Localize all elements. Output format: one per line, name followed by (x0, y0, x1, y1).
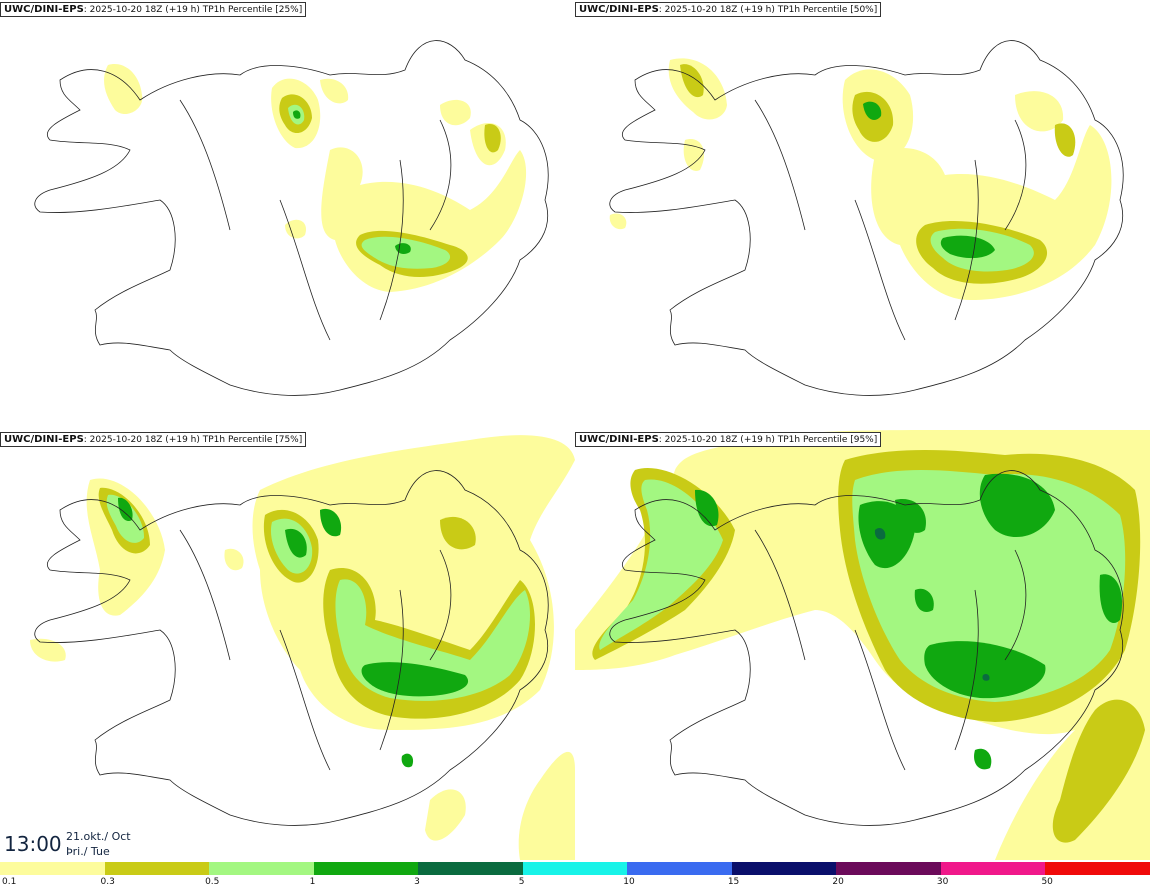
precip-area-light (320, 78, 349, 104)
legend-swatch (731, 862, 837, 875)
legend-swatch (104, 862, 210, 875)
map-canvas (575, 430, 1150, 860)
model-name: UWC/DINI-EPS (579, 434, 659, 445)
precip-area-light (609, 213, 627, 230)
model-name: UWC/DINI-EPS (579, 4, 659, 15)
legend-tick-label: 15 (727, 877, 740, 887)
map-panel-p25: UWC/DINI-EPS: 2025-10-20 18Z (+19 h) TP1… (0, 0, 575, 430)
valid-time: 13:00 (4, 832, 62, 856)
panel-title: UWC/DINI-EPS: 2025-10-20 18Z (+19 h) TP1… (575, 432, 882, 447)
map-canvas (30, 435, 575, 860)
legend-swatch (0, 862, 106, 875)
precip-area-high (924, 641, 1046, 699)
coastline (609, 40, 1124, 396)
legend-swatch (209, 862, 315, 875)
precip-area-light (224, 548, 244, 571)
precip-area-high (863, 101, 882, 120)
map-canvas (34, 40, 549, 396)
legend-tick-label: 50 (1041, 877, 1053, 887)
panel-title: UWC/DINI-EPS: 2025-10-20 18Z (+19 h) TP1… (0, 432, 307, 447)
precip-area-high (895, 499, 926, 533)
coastline (34, 470, 549, 826)
precip-area-high (940, 235, 995, 259)
map-panel-p75: UWC/DINI-EPS: 2025-10-20 18Z (+19 h) TP1… (0, 430, 575, 860)
precip-area-high (285, 528, 307, 558)
precip-area-mid (599, 479, 723, 650)
legend-tick-label: 20 (832, 877, 844, 887)
legend-swatch (313, 862, 419, 875)
color-legend: 0.1 0.3 0.5 1 3 5 10 15 20 30 50 (0, 862, 1150, 891)
run-info: : 2025-10-20 18Z (+19 h) TP1h Percentile… (83, 5, 303, 15)
precip-area-high (914, 588, 934, 612)
legend-swatch (522, 862, 628, 875)
map-panel-p95: UWC/DINI-EPS: 2025-10-20 18Z (+19 h) TP1… (575, 430, 1150, 860)
precip-area-high (1099, 574, 1123, 623)
precip-field (30, 435, 575, 860)
legend-swatch (836, 862, 942, 875)
map-canvas (609, 40, 1124, 396)
precip-field (575, 430, 1150, 860)
precip-area-high (695, 489, 719, 527)
precip-field (104, 64, 527, 292)
precip-area-low (440, 516, 476, 550)
legend-swatch (1045, 862, 1150, 875)
precip-area-low (1054, 123, 1076, 157)
legend-tick-label: 3 (414, 877, 420, 887)
precip-area-light (1015, 91, 1064, 132)
valid-date: 21.okt./ Oct (66, 830, 131, 843)
precip-area-low (484, 124, 501, 153)
precip-area-light (425, 789, 466, 841)
legend-tick-label: 1 (309, 877, 316, 887)
model-name: UWC/DINI-EPS (4, 4, 84, 15)
precip-area-low (1052, 699, 1145, 843)
precip-area-light (104, 64, 143, 115)
panel-title: UWC/DINI-EPS: 2025-10-20 18Z (+19 h) TP1… (575, 2, 882, 17)
precip-field (609, 58, 1112, 300)
precip-area-light (683, 139, 705, 171)
legend-swatch (418, 862, 524, 875)
precip-area-high (361, 662, 469, 697)
precip-area-light (518, 751, 575, 860)
precip-area-high (118, 497, 133, 522)
legend-swatch (627, 862, 733, 875)
legend-tick-label: 30 (936, 877, 949, 887)
precip-area-high (979, 473, 1055, 538)
coastline (34, 40, 549, 396)
precip-area-light (285, 219, 306, 239)
legend-tick-label: 0.5 (205, 877, 220, 887)
model-name: UWC/DINI-EPS (4, 434, 84, 445)
legend-tick-label: 5 (518, 877, 525, 887)
precip-area-heavy (982, 673, 990, 681)
precip-area-high (974, 748, 992, 770)
coastline (609, 470, 1124, 826)
precip-area-low (680, 64, 704, 98)
precip-area-high (401, 753, 414, 768)
precip-area-high (320, 508, 342, 537)
run-info: : 2025-10-20 18Z (+19 h) TP1h Percentile… (658, 5, 878, 15)
precip-area-high (293, 110, 301, 119)
valid-time-box: 13:00 21.okt./ Oct Þri./ Tue (0, 826, 138, 862)
precip-area-heavy (874, 527, 886, 540)
legend-tick-label: 0.3 (100, 877, 115, 887)
legend-tick-label: 10 (623, 877, 635, 887)
map-panel-p50: UWC/DINI-EPS: 2025-10-20 18Z (+19 h) TP1… (575, 0, 1150, 430)
legend-tick-label: 0.1 (2, 877, 17, 887)
valid-weekday: Þri./ Tue (66, 845, 110, 858)
panel-title: UWC/DINI-EPS: 2025-10-20 18Z (+19 h) TP1… (0, 2, 307, 17)
run-info: : 2025-10-20 18Z (+19 h) TP1h Percentile… (658, 435, 878, 445)
precip-area-light (440, 99, 471, 126)
precip-area-light (30, 638, 66, 662)
legend-swatch (940, 862, 1046, 875)
run-info: : 2025-10-20 18Z (+19 h) TP1h Percentile… (83, 435, 303, 445)
